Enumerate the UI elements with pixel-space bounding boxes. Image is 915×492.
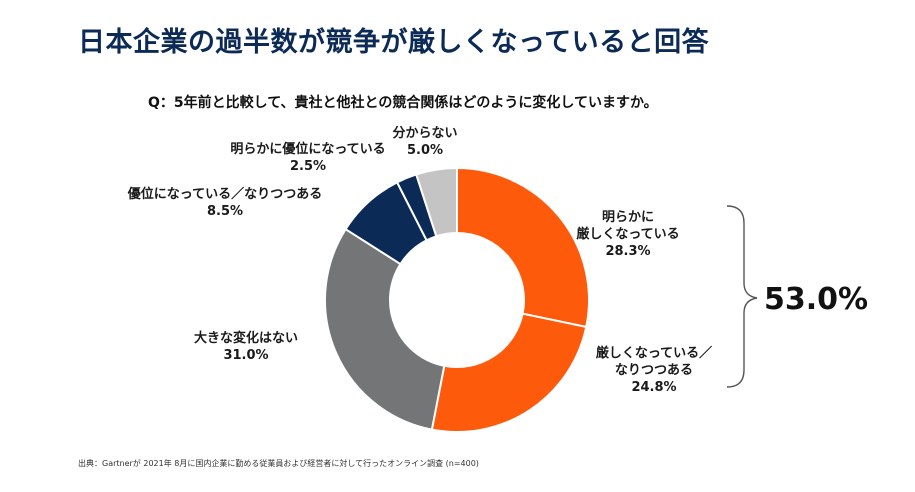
slice-category: 厳しくなっている／	[596, 345, 712, 361]
label-clearly-tougher: 明らかに厳しくなっている 28.3%	[576, 210, 679, 259]
label-clear-advantage: 明らかに優位になっている 2.5%	[230, 141, 385, 174]
slice-no-change	[324, 227, 446, 431]
slice-value: 8.5%	[207, 204, 243, 219]
survey-question: Q：5年前と比較して、貴社と他社との競合関係はどのように変化していますか。	[148, 95, 658, 111]
source-note: 出典：Gartnerが 2021年 8月に国内企業に勤める従業員および経営者に対…	[78, 459, 479, 468]
slice-unknown	[414, 166, 458, 238]
label-advantage: 優位になっている／なりつつある 8.5%	[127, 186, 322, 219]
slice-category: 厳しくなっている	[576, 226, 679, 242]
slice-category: 分からない	[392, 125, 457, 141]
slice-labels: 明らかに厳しくなっている 28.3% 厳しくなっている／ なりつつある 24.8% 大きな…	[127, 125, 712, 395]
slice-value: 5.0%	[407, 143, 443, 158]
slice-category: 明らかに優位になっている	[230, 141, 385, 157]
bracket	[726, 205, 758, 388]
slice-value: 2.5%	[290, 159, 326, 174]
slice-category: 大きな変化はない	[194, 330, 298, 346]
combined-percentage: 53.0%	[764, 282, 868, 317]
slice-category: なりつつある	[615, 363, 693, 378]
slice-value: 31.0%	[223, 348, 268, 363]
slice-tougher	[430, 312, 588, 433]
slice-clearly-tougher	[456, 166, 590, 329]
label-no-change: 大きな変化はない 31.0%	[194, 330, 298, 363]
label-unknown: 分からない 5.0%	[392, 125, 457, 158]
page-title: 日本企業の過半数が競争が厳しくなっていると回答	[78, 27, 710, 58]
slice-value: 24.8%	[631, 380, 676, 395]
label-tougher: 厳しくなっている／ なりつつある 24.8%	[596, 345, 712, 395]
slice-value: 28.3%	[605, 244, 650, 259]
donut-slices	[324, 166, 590, 433]
slice-category: 明らかに	[602, 210, 654, 225]
slice-category: 優位になっている／なりつつある	[127, 186, 322, 202]
